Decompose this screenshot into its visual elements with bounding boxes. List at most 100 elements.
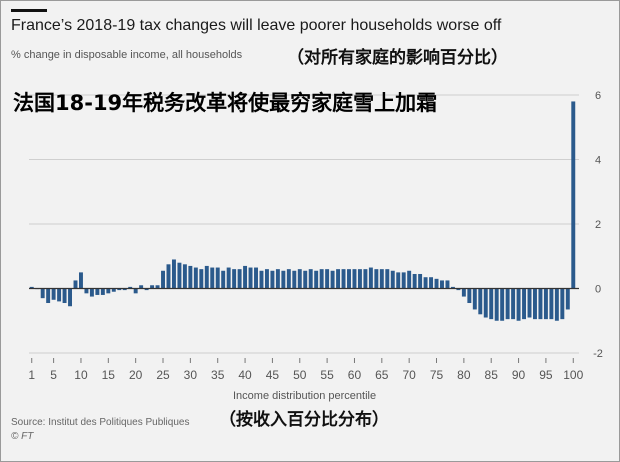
x-tick-label: 30: [184, 368, 198, 382]
bar-p40: [243, 265, 248, 289]
bar-p85: [489, 288, 494, 320]
bar-p23: [150, 285, 155, 289]
bar-p88: [505, 288, 510, 320]
bar-p79: [456, 288, 461, 291]
x-tick-label: 25: [156, 368, 170, 382]
x-tick-label: 90: [512, 368, 526, 382]
bar-p57: [336, 269, 341, 289]
bar-p92: [527, 288, 532, 318]
bar-p76: [440, 280, 444, 289]
x-tick-label: 80: [457, 368, 471, 382]
x-tick-label: 1: [28, 368, 35, 382]
bar-p48: [286, 269, 291, 289]
bar-p36: [221, 270, 226, 289]
bar-p47: [281, 270, 286, 289]
bar-p53: [314, 270, 319, 289]
bar-p73: [423, 277, 428, 289]
ft-credit: © FT: [11, 431, 34, 442]
bar-p30: [188, 265, 193, 289]
bar-p55: [325, 269, 330, 289]
x-tick-label: 95: [539, 368, 553, 382]
bar-p50: [297, 269, 302, 289]
bar-p99: [565, 288, 570, 310]
bar-p19: [128, 286, 133, 289]
y-tick-label: 6: [595, 90, 601, 102]
bar-p5: [51, 288, 56, 300]
bar-p75: [434, 278, 439, 289]
x-tick-label: 75: [430, 368, 444, 382]
x-axis-ticks: 1 5 10 15 20 25 30 35 40 45 50 55 60 65 70 75 80 85 90 95 10…: [28, 358, 584, 382]
bar-p7: [62, 288, 67, 304]
bar-p31: [193, 267, 198, 289]
bar-p95: [543, 288, 548, 320]
bar-p21: [139, 285, 144, 289]
bar-p84: [483, 288, 488, 318]
chart-subtitle-chinese: （对所有家庭的影响百分比）: [287, 48, 508, 68]
bar-p8: [68, 288, 72, 307]
bar-p26: [166, 264, 171, 289]
gridlines: [29, 94, 579, 354]
bar-p20: [133, 288, 138, 294]
x-tick-label: 40: [238, 368, 252, 382]
bar-p3: [40, 288, 45, 299]
bar-p68: [396, 272, 401, 289]
bars: [29, 101, 576, 321]
x-tick-label: 10: [74, 368, 88, 382]
title-rule: [11, 9, 47, 12]
bar-p35: [215, 267, 220, 289]
x-tick-label: 45: [266, 368, 280, 382]
bar-p44: [264, 269, 269, 289]
bar-p52: [308, 269, 313, 289]
bar-p66: [385, 269, 390, 289]
bar-p60: [352, 269, 357, 289]
bar-p43: [259, 270, 264, 289]
bar-p37: [226, 267, 231, 289]
bar-p1: [29, 286, 34, 289]
x-tick-label: 55: [320, 368, 334, 382]
y-tick-label: 0: [595, 284, 601, 296]
x-tick-label: 85: [485, 368, 499, 382]
bar-p59: [347, 269, 351, 289]
bar-p6: [57, 288, 62, 302]
bar-p13: [95, 288, 100, 295]
bar-p56: [330, 270, 335, 289]
bar-p28: [177, 262, 182, 289]
bar-p22: [144, 288, 149, 291]
bar-p64: [374, 269, 379, 289]
bar-p24: [155, 285, 160, 289]
x-tick-label: 65: [375, 368, 389, 382]
bar-p51: [303, 270, 308, 289]
bar-p49: [292, 270, 297, 289]
bar-p70: [407, 270, 412, 289]
bar-p77: [445, 280, 450, 289]
bar-p16: [111, 288, 116, 292]
bar-p82: [472, 288, 477, 310]
bar-p10: [79, 272, 83, 289]
bar-p25: [161, 270, 165, 289]
x-tick-label: 35: [211, 368, 225, 382]
x-tick-label: 5: [50, 368, 57, 382]
bar-p63: [368, 267, 373, 289]
bar-p78: [450, 286, 455, 289]
bar-p86: [494, 288, 499, 321]
bar-p9: [73, 280, 78, 289]
bar-p80: [461, 288, 466, 297]
bar-p97: [554, 288, 559, 321]
chinese-headline-overlay: 法国18-19年税务改革将使最穷家庭雪上加霜: [13, 91, 438, 115]
bar-p39: [237, 269, 242, 289]
x-tick-label: 15: [102, 368, 116, 382]
bar-p90: [516, 288, 521, 321]
bar-p87: [500, 288, 505, 321]
bar-p72: [418, 273, 423, 289]
bar-p11: [84, 288, 89, 294]
bar-p93: [533, 288, 537, 320]
bar-p71: [412, 273, 417, 289]
y-tick-label: 4: [595, 155, 601, 167]
bar-p74: [429, 277, 434, 289]
bar-p4: [46, 288, 51, 304]
x-tick-label: 50: [293, 368, 307, 382]
y-axis-ticks: -2 0 2 4 6: [593, 90, 603, 360]
x-tick-label: 100: [563, 368, 583, 382]
bar-p94: [538, 288, 543, 320]
